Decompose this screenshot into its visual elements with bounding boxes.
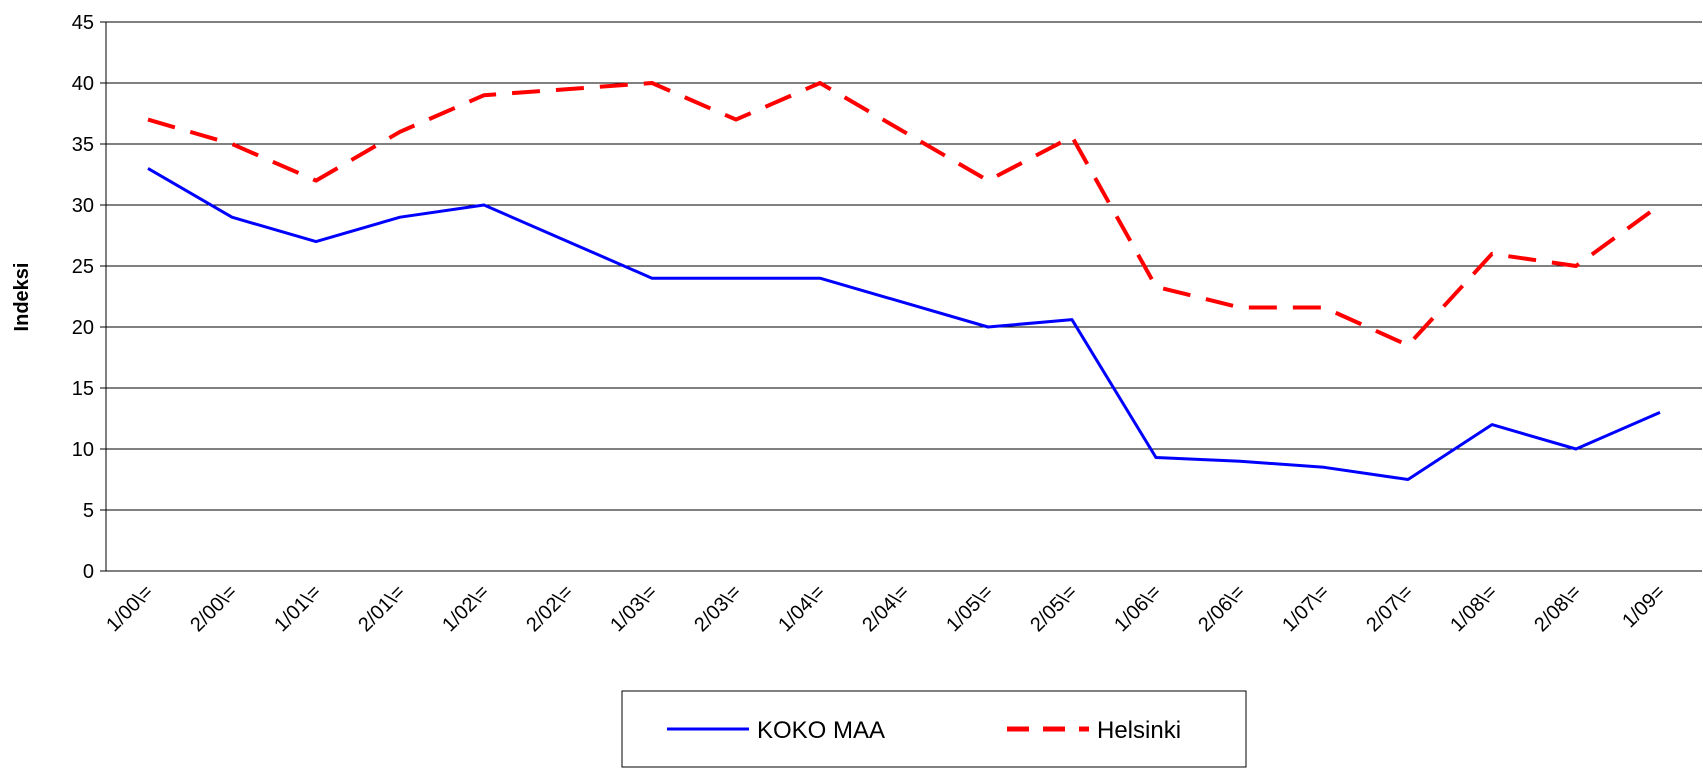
y-axis-label: Indeksi: [11, 263, 33, 332]
x-tick-label: 1/07\=: [1278, 581, 1333, 636]
y-tick-label: 15: [72, 378, 94, 400]
x-tick-label: 2/02\=: [522, 581, 577, 636]
y-tick-label: 40: [72, 73, 94, 95]
y-tick-label: 5: [83, 500, 94, 522]
x-tick-label: 1/06\=: [1110, 581, 1165, 636]
y-tick-label: 10: [72, 439, 94, 461]
legend-label: KOKO MAA: [757, 717, 885, 744]
x-tick-label: 1/05\=: [942, 581, 997, 636]
y-tick-label: 30: [72, 195, 94, 217]
x-tick-label: 1/02\=: [438, 581, 493, 636]
x-tick-label: 1/08\=: [1446, 581, 1501, 636]
x-tick-label: 1/00\=: [102, 581, 157, 636]
x-tick-label: 2/03\=: [690, 581, 745, 636]
x-tick-label: 2/04\=: [858, 581, 913, 636]
x-tick-label: 2/08\=: [1530, 581, 1585, 636]
x-tick-label: 1/03\=: [606, 581, 661, 636]
y-tick-label: 45: [72, 12, 94, 34]
x-tick-label: 2/07\=: [1362, 581, 1417, 636]
legend-label: Helsinki: [1097, 717, 1181, 744]
x-tick-label: 1/04\=: [774, 581, 829, 636]
y-tick-label: 20: [72, 317, 94, 339]
x-tick-label: 2/06\=: [1194, 581, 1249, 636]
y-tick-label: 35: [72, 134, 94, 156]
x-tick-label: 2/05\=: [1026, 581, 1081, 636]
series-line: [147, 81, 1662, 348]
y-tick-label: 25: [72, 256, 94, 278]
x-tick-label: 1/09=: [1618, 581, 1669, 632]
x-tick-label: 2/00\=: [186, 581, 241, 636]
x-tick-label: 2/01\=: [354, 581, 409, 636]
x-tick-label: 1/01\=: [270, 581, 325, 636]
y-tick-label: 0: [83, 561, 94, 583]
series-line: [147, 167, 1661, 481]
